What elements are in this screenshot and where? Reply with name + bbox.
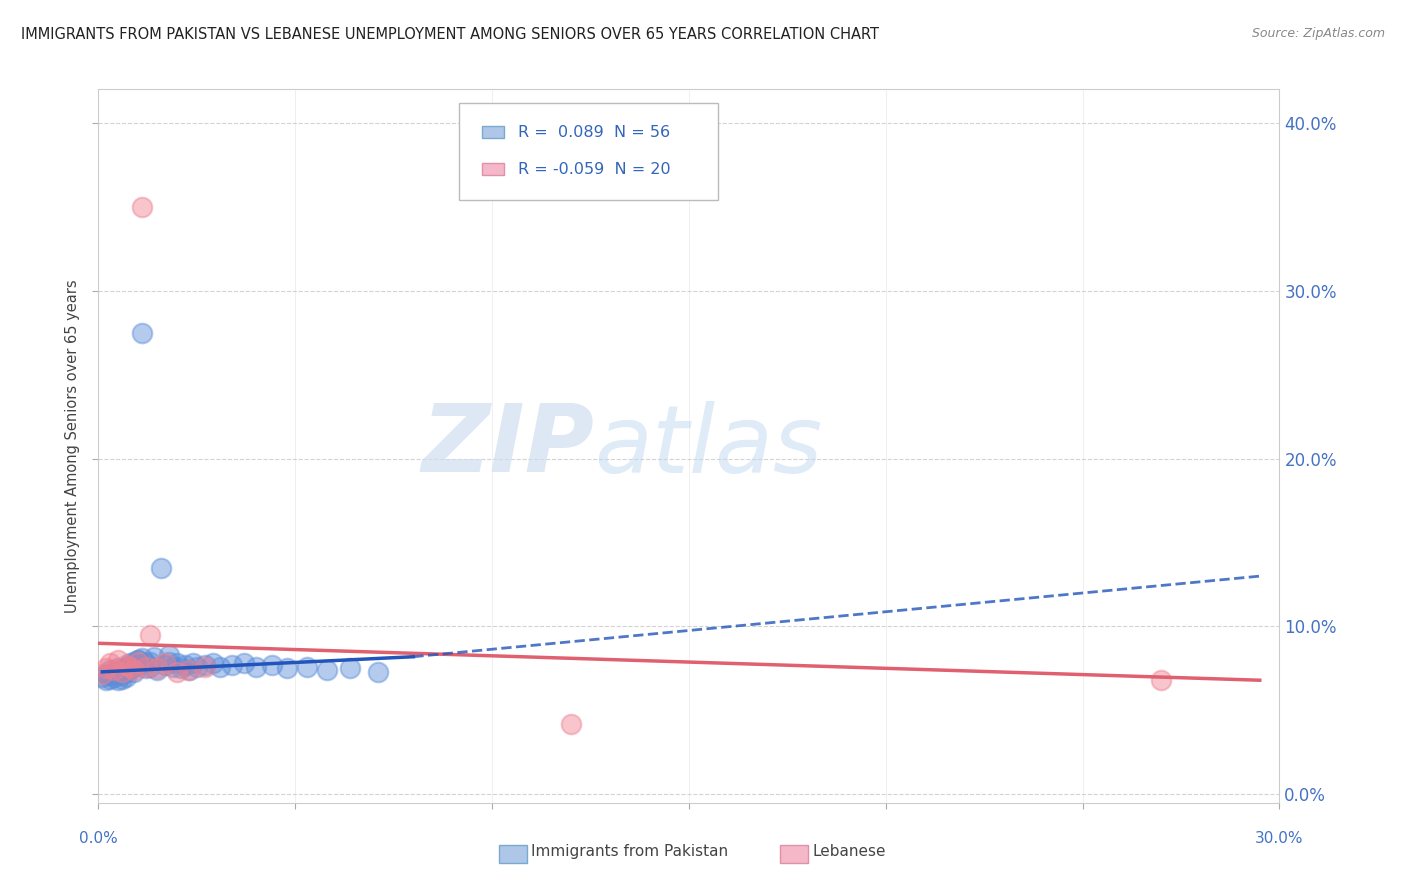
- Point: [122, 665, 145, 679]
- Point: [315, 663, 337, 677]
- Point: [107, 653, 129, 667]
- Point: [107, 673, 129, 688]
- Point: [96, 673, 118, 688]
- Point: [118, 660, 141, 674]
- Point: [1150, 673, 1173, 688]
- Point: [142, 649, 165, 664]
- Point: [138, 655, 160, 669]
- Point: [181, 657, 204, 671]
- Point: [98, 668, 121, 682]
- Text: Source: ZipAtlas.com: Source: ZipAtlas.com: [1251, 27, 1385, 40]
- Text: IMMIGRANTS FROM PAKISTAN VS LEBANESE UNEMPLOYMENT AMONG SENIORS OVER 65 YEARS CO: IMMIGRANTS FROM PAKISTAN VS LEBANESE UNE…: [21, 27, 879, 42]
- Point: [177, 663, 200, 677]
- Point: [131, 651, 153, 665]
- Point: [339, 661, 361, 675]
- Point: [96, 661, 118, 675]
- Point: [146, 661, 169, 675]
- Point: [295, 660, 318, 674]
- Text: Lebanese: Lebanese: [813, 845, 886, 859]
- FancyBboxPatch shape: [458, 103, 718, 200]
- Point: [177, 663, 200, 677]
- Text: R =  0.089  N = 56: R = 0.089 N = 56: [517, 125, 669, 139]
- Text: 30.0%: 30.0%: [1256, 831, 1303, 847]
- Point: [115, 658, 138, 673]
- Point: [194, 660, 217, 674]
- Point: [135, 660, 157, 674]
- Text: ZIP: ZIP: [422, 400, 595, 492]
- Point: [170, 661, 193, 675]
- Text: R = -0.059  N = 20: R = -0.059 N = 20: [517, 161, 671, 177]
- FancyBboxPatch shape: [482, 162, 503, 175]
- Point: [155, 658, 177, 673]
- Point: [127, 658, 149, 673]
- Point: [111, 668, 134, 682]
- Point: [157, 655, 180, 669]
- Point: [138, 660, 160, 674]
- FancyBboxPatch shape: [482, 126, 503, 137]
- Point: [155, 657, 177, 671]
- Point: [127, 655, 149, 669]
- Point: [118, 661, 141, 675]
- Point: [138, 628, 160, 642]
- Point: [111, 672, 134, 686]
- Point: [103, 665, 125, 679]
- Point: [194, 658, 217, 673]
- Point: [118, 657, 141, 671]
- Point: [367, 665, 389, 679]
- Point: [131, 200, 153, 214]
- Point: [107, 666, 129, 681]
- Point: [560, 717, 582, 731]
- Point: [174, 658, 197, 673]
- Point: [209, 660, 232, 674]
- Point: [103, 663, 125, 677]
- Point: [260, 658, 283, 673]
- Point: [131, 326, 153, 340]
- Point: [122, 663, 145, 677]
- Point: [122, 655, 145, 669]
- Point: [122, 660, 145, 674]
- Point: [103, 670, 125, 684]
- Point: [245, 660, 267, 674]
- Y-axis label: Unemployment Among Seniors over 65 years: Unemployment Among Seniors over 65 years: [65, 279, 80, 613]
- Point: [91, 670, 114, 684]
- Point: [157, 648, 180, 662]
- Point: [186, 660, 208, 674]
- Point: [111, 663, 134, 677]
- Point: [96, 666, 118, 681]
- Text: atlas: atlas: [595, 401, 823, 491]
- Point: [115, 665, 138, 679]
- Point: [150, 560, 173, 574]
- Point: [127, 653, 149, 667]
- Point: [166, 657, 188, 671]
- Point: [98, 672, 121, 686]
- Point: [107, 661, 129, 675]
- Point: [146, 663, 169, 677]
- Point: [135, 661, 157, 675]
- Point: [115, 670, 138, 684]
- Point: [91, 666, 114, 681]
- Point: [135, 657, 157, 671]
- Point: [98, 657, 121, 671]
- Point: [166, 665, 188, 679]
- Point: [233, 657, 256, 671]
- Point: [162, 660, 184, 674]
- Point: [111, 665, 134, 679]
- Point: [201, 657, 224, 671]
- Point: [98, 663, 121, 677]
- Text: Immigrants from Pakistan: Immigrants from Pakistan: [531, 845, 728, 859]
- Point: [115, 660, 138, 674]
- Point: [276, 661, 298, 675]
- Point: [221, 658, 243, 673]
- Point: [127, 653, 149, 667]
- Text: 0.0%: 0.0%: [79, 831, 118, 847]
